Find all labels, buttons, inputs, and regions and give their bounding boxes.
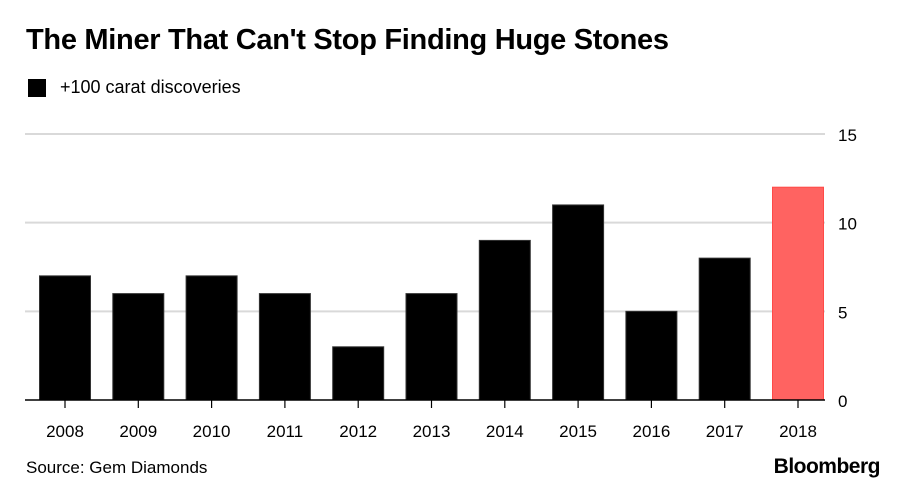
bar-2010 [185,275,238,401]
y-tick-label: 0 [838,392,847,411]
bar-2012 [332,346,385,401]
bar-2015 [552,204,605,401]
chart-title: The Miner That Can't Stop Finding Huge S… [26,24,669,56]
x-tick-label: 2013 [413,422,451,441]
x-tick-label: 2018 [779,422,817,441]
bar-2008 [39,275,91,401]
x-tick-label: 2014 [486,422,524,441]
y-tick-label: 10 [838,215,857,234]
bar-2014 [478,239,531,401]
x-tick-label: 2008 [46,422,84,441]
legend-label: +100 carat discoveries [60,77,241,97]
legend-swatch [28,78,46,97]
x-tick-label: 2015 [559,422,597,441]
y-tick-label: 15 [838,126,857,145]
x-tick-label: 2016 [632,422,670,441]
x-tick-label: 2017 [706,422,744,441]
bar-2013 [405,293,458,401]
x-tick-label: 2009 [119,422,157,441]
x-tick-label: 2010 [193,422,231,441]
bar-2017 [698,257,751,401]
source-note: Source: Gem Diamonds [26,458,208,477]
x-tick-label: 2011 [267,422,304,441]
legend: +100 carat discoveries [28,77,241,98]
y-tick-label: 5 [838,303,847,322]
bar-2018 [772,186,824,401]
bar-2011 [258,293,311,401]
x-tick-label: 2012 [339,422,377,441]
bar-2009 [112,293,165,401]
bloomberg-logo: Bloomberg [773,455,881,478]
bar-2016 [625,310,678,401]
